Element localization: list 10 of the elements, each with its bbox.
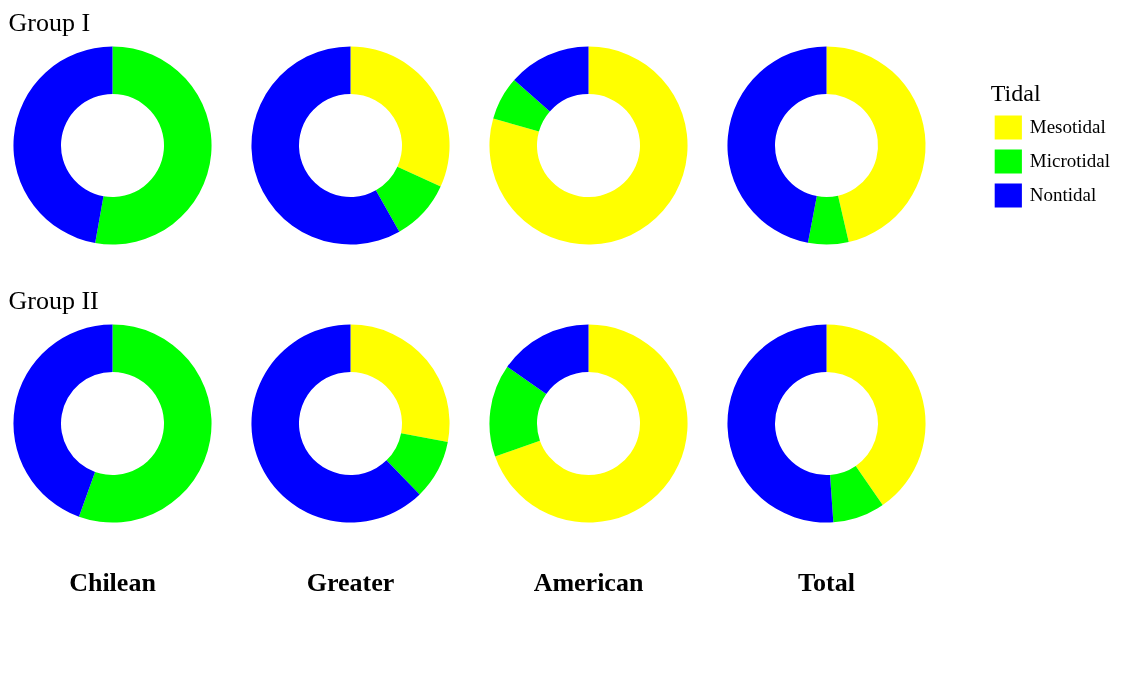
legend-label: Nontidal (1029, 184, 1097, 206)
chart-title: Group I (8, 7, 91, 37)
text: Total (798, 567, 855, 597)
text: American (533, 567, 644, 597)
chart-title: Group II (8, 285, 99, 315)
legend-title: Tidal (990, 80, 1042, 107)
legend-label: Microtidal (1029, 150, 1110, 172)
text: Greater (306, 567, 395, 597)
legend-label: Mesotidal (1029, 116, 1106, 138)
text: Chilean (69, 567, 157, 597)
